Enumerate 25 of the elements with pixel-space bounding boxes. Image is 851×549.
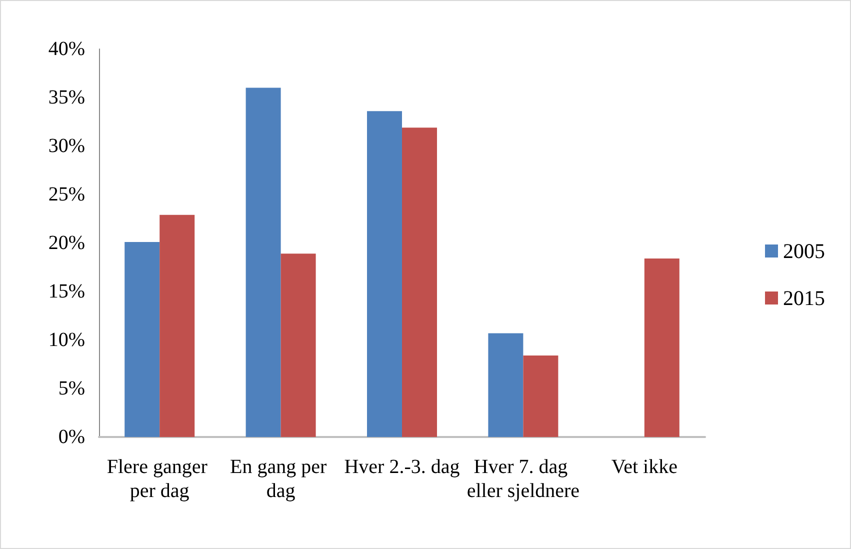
y-tick-label: 10% (48, 329, 85, 351)
bar (280, 254, 316, 437)
bar (644, 258, 680, 437)
y-tick-label: 35% (48, 86, 85, 108)
y-tick-label: 20% (48, 232, 85, 254)
legend-label: 2015 (783, 286, 825, 310)
y-tick-label: 30% (48, 135, 85, 157)
y-tick-label: 15% (48, 280, 85, 302)
bar (246, 88, 281, 437)
x-tick-label: Vet ikke (611, 456, 678, 478)
legend-label: 2005 (783, 239, 825, 263)
x-tick-label: En gang per dag (230, 456, 332, 502)
x-tick-label: Hver 7. dag eller sjeldnere (466, 456, 580, 502)
y-tick-label: 40% (48, 38, 85, 60)
x-tick-label: Flere ganger per dag (106, 456, 212, 502)
y-tick-label: 25% (48, 184, 85, 206)
y-tick-label: 5% (58, 378, 85, 400)
bar (523, 356, 558, 437)
bar (367, 111, 402, 437)
bar (124, 242, 160, 437)
x-tick-label: Hver 2.-3. dag (344, 456, 460, 478)
y-tick-label: 0% (58, 426, 85, 448)
bar (402, 128, 437, 437)
bar (488, 333, 524, 437)
bar (160, 214, 195, 437)
